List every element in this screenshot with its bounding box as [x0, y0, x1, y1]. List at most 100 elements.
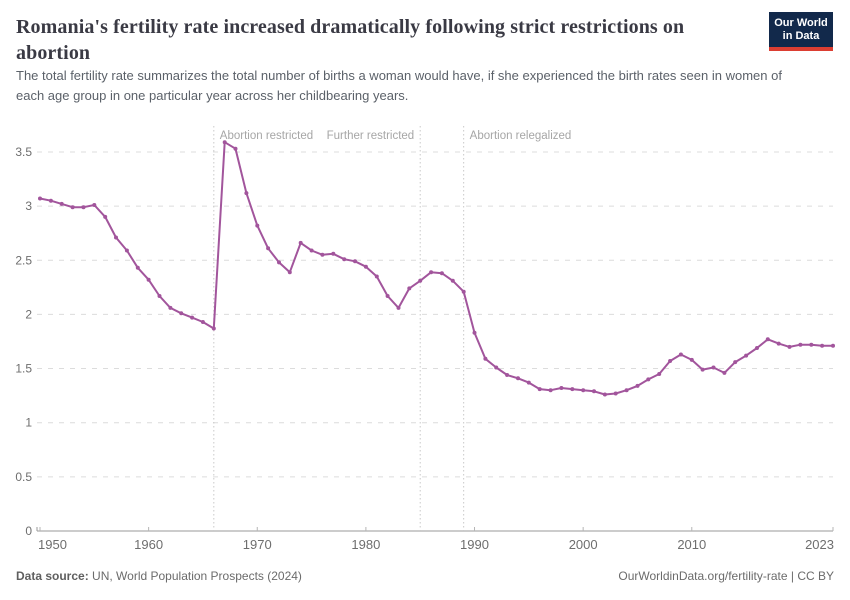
data-point[interactable]	[429, 270, 434, 275]
data-point[interactable]	[320, 252, 325, 257]
data-point[interactable]	[48, 198, 53, 203]
data-point[interactable]	[38, 196, 42, 201]
data-point[interactable]	[266, 246, 271, 251]
data-point[interactable]	[233, 146, 238, 151]
data-point[interactable]	[711, 365, 716, 370]
data-point[interactable]	[168, 305, 173, 310]
data-point[interactable]	[733, 360, 738, 365]
x-tick-label: 1990	[460, 537, 489, 552]
data-point[interactable]	[700, 367, 705, 372]
data-point[interactable]	[820, 343, 825, 348]
data-point[interactable]	[179, 311, 184, 316]
data-point[interactable]	[70, 205, 75, 210]
data-point[interactable]	[526, 380, 531, 385]
data-point[interactable]	[439, 271, 444, 276]
y-tick-label: 3	[25, 199, 32, 213]
data-point[interactable]	[624, 388, 629, 393]
owid-logo-line2: in Data	[782, 30, 820, 42]
data-point[interactable]	[157, 294, 162, 298]
data-source-label: Data source:	[16, 569, 89, 583]
data-point[interactable]	[374, 274, 379, 279]
x-tick-label: 2010	[677, 537, 706, 552]
data-point[interactable]	[483, 356, 488, 361]
data-point[interactable]	[635, 383, 640, 388]
data-point[interactable]	[309, 248, 314, 253]
annotation-label: Abortion restricted	[220, 130, 313, 142]
y-tick-label: 1	[25, 416, 32, 430]
data-point[interactable]	[407, 286, 412, 291]
owid-logo-line1: Our World	[774, 17, 828, 29]
data-point[interactable]	[516, 376, 520, 381]
data-point[interactable]	[755, 346, 759, 350]
data-point[interactable]	[809, 342, 814, 347]
license-link[interactable]: OurWorldinData.org/fertility-rate | CC B…	[618, 569, 834, 583]
data-point[interactable]	[200, 320, 205, 324]
data-line[interactable]	[39, 141, 834, 396]
data-point[interactable]	[342, 257, 347, 262]
x-tick-label: 1970	[243, 537, 272, 552]
data-point[interactable]	[135, 265, 140, 270]
data-point[interactable]	[657, 372, 662, 376]
data-point[interactable]	[103, 214, 108, 219]
data-source: Data source: UN, World Population Prospe…	[16, 569, 302, 584]
page-title: Romania's fertility rate increased drama…	[16, 16, 685, 64]
data-point[interactable]	[396, 305, 401, 310]
data-point[interactable]	[559, 386, 564, 390]
data-point[interactable]	[190, 315, 195, 320]
data-point[interactable]	[114, 235, 118, 240]
data-point[interactable]	[537, 387, 542, 392]
data-point[interactable]	[461, 289, 466, 294]
data-point[interactable]	[418, 278, 423, 283]
annotation-label: Further restricted	[327, 130, 415, 142]
data-point[interactable]	[776, 341, 781, 346]
x-tick-label: 2000	[569, 537, 598, 552]
data-point[interactable]	[331, 251, 336, 256]
data-point[interactable]	[505, 373, 510, 377]
y-tick-label: 0	[25, 524, 32, 538]
y-tick-label: 3.5	[15, 145, 32, 159]
line-chart-svg[interactable]: 0 0.5 1 1.5 2 2.5 3 3.5 1950 1960 1970 1980 1990 2000…	[0, 118, 850, 560]
data-point[interactable]	[255, 223, 260, 228]
data-point[interactable]	[211, 326, 216, 331]
data-point[interactable]	[124, 248, 129, 253]
data-point[interactable]	[765, 337, 770, 342]
data-point[interactable]	[244, 191, 249, 196]
data-point[interactable]	[581, 388, 586, 393]
data-point[interactable]	[570, 387, 575, 392]
y-tick-label: 0.5	[15, 470, 32, 484]
data-point[interactable]	[494, 365, 499, 370]
data-point[interactable]	[787, 344, 792, 349]
data-point[interactable]	[450, 278, 455, 283]
data-point[interactable]	[646, 377, 651, 382]
data-point[interactable]	[689, 357, 694, 362]
data-point[interactable]	[385, 294, 390, 298]
data-point[interactable]	[678, 352, 683, 357]
owid-logo[interactable]: Our World in Data	[769, 12, 833, 51]
data-point[interactable]	[798, 342, 803, 347]
data-point[interactable]	[59, 201, 64, 206]
data-point[interactable]	[277, 260, 281, 265]
data-point[interactable]	[744, 353, 749, 358]
y-tick-label: 2	[25, 307, 32, 321]
data-point[interactable]	[298, 240, 303, 245]
data-point[interactable]	[81, 205, 86, 210]
data-point[interactable]	[472, 330, 477, 335]
owid-logo-box: Our World in Data	[769, 12, 833, 51]
x-tick-label: 1980	[351, 537, 380, 552]
data-point[interactable]	[92, 203, 97, 207]
data-point[interactable]	[548, 388, 553, 393]
data-point[interactable]	[222, 140, 227, 145]
data-point[interactable]	[613, 391, 618, 396]
data-point[interactable]	[602, 392, 607, 397]
data-point[interactable]	[668, 359, 673, 363]
data-point[interactable]	[353, 259, 357, 264]
data-point[interactable]	[146, 277, 151, 282]
data-point[interactable]	[831, 343, 835, 348]
data-point[interactable]	[287, 270, 292, 275]
fertility-line-chart[interactable]: 0 0.5 1 1.5 2 2.5 3 3.5 1950 1960 1970 1980 1990 2000…	[0, 118, 850, 560]
data-point[interactable]	[363, 264, 368, 269]
y-tick-label: 2.5	[15, 253, 32, 267]
data-point[interactable]	[722, 370, 727, 375]
chart-footer: Data source: UN, World Population Prospe…	[16, 569, 834, 584]
data-point[interactable]	[592, 389, 596, 394]
